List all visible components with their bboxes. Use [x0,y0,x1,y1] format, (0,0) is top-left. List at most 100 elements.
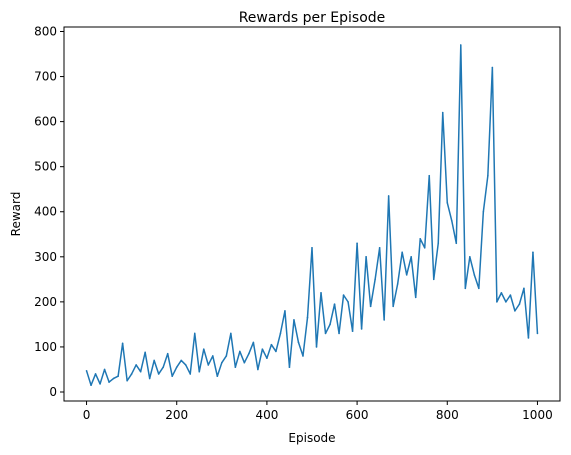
data-point [189,373,192,375]
data-point [148,377,151,380]
data-point [369,305,372,308]
data-point [266,357,268,359]
x-tick-label: 400 [255,408,278,422]
data-point [85,370,88,372]
x-tick-label: 1000 [522,408,553,422]
data-point [315,346,318,348]
y-tick-label: 400 [34,205,57,219]
data-point [396,283,399,285]
data-point [121,342,124,345]
data-point [221,361,223,364]
data-point [284,310,286,312]
data-point [108,381,110,383]
data-point [478,287,480,290]
x-tick-label: 800 [436,408,459,422]
data-point [405,274,408,276]
data-point [482,210,485,213]
data-point [392,305,394,308]
data-point [505,301,507,303]
y-tick-label: 300 [34,250,57,264]
data-point [460,44,462,46]
data-point [193,332,196,335]
data-point [469,256,471,258]
x-axis-ticks: 0 200 400 600 800 1000 [83,401,553,422]
data-point [279,332,282,335]
data-point [514,310,516,312]
data-point [342,294,345,296]
data-point [532,251,534,254]
data-point [252,341,255,344]
data-point [360,328,363,330]
data-point [487,174,489,177]
data-point [153,359,155,362]
data-point [212,355,214,357]
data-point [202,348,205,350]
data-point [166,352,169,355]
y-tick-label: 200 [34,295,57,309]
data-point [509,294,512,296]
data-point [383,319,385,321]
data-point [473,274,476,276]
data-point [171,375,174,378]
y-tick-label: 800 [34,25,57,39]
data-point [311,247,313,249]
data-point [329,323,331,326]
y-axis-ticks: 0 100 200 300 400 500 600 700 800 [34,25,64,399]
data-point [333,303,336,305]
data-point [94,373,97,375]
data-point [324,332,327,335]
series-points [85,44,539,387]
data-point [523,287,525,290]
data-point [275,350,277,353]
data-point [365,256,367,258]
data-point [338,332,340,335]
data-point [234,366,237,369]
data-point [139,370,142,373]
y-tick-label: 500 [34,160,57,174]
data-point [356,242,358,245]
data-point [257,368,259,371]
data-point [320,292,322,294]
data-point [248,352,250,355]
data-point [351,330,354,332]
data-point [423,247,426,249]
data-point [184,364,187,366]
data-point [297,341,300,344]
data-point [239,350,241,353]
data-point [374,278,376,281]
data-point [144,351,146,354]
chart-title: Rewards per Episode [239,10,386,26]
data-point [130,373,133,375]
data-point [293,319,295,321]
data-point [117,375,119,378]
data-point [126,379,128,382]
data-point [180,359,183,362]
data-point [410,256,413,258]
data-point [455,242,458,245]
data-point [225,355,228,357]
data-point [302,355,304,357]
data-point [270,343,273,346]
data-point [216,375,219,378]
data-point [527,337,530,339]
data-point [261,348,264,350]
data-point [450,219,453,222]
data-point [198,370,201,373]
y-tick-label: 100 [34,340,57,354]
data-point [387,195,390,197]
data-point [162,366,164,369]
data-point [347,301,349,303]
data-point [518,303,521,305]
data-point [135,364,137,366]
data-point [103,368,106,371]
data-point [230,332,232,335]
data-point [306,316,309,319]
data-point [401,251,403,254]
data-point [243,361,246,364]
data-point [446,201,449,204]
data-point [99,383,101,385]
y-tick-label: 0 [49,385,57,399]
data-point [419,237,422,240]
plot-area [63,26,561,402]
